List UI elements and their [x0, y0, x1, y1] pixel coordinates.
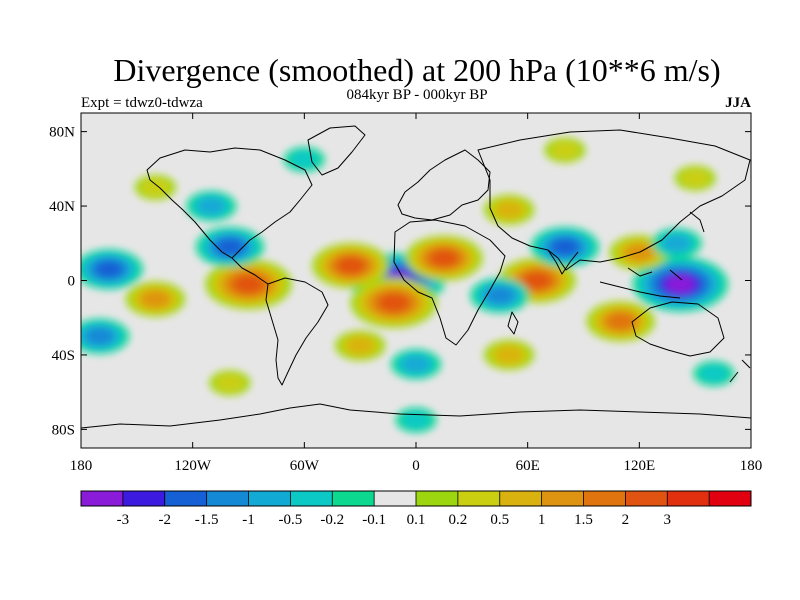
anomaly-contour	[234, 275, 263, 294]
y-tick-label: 0	[68, 274, 76, 290]
coast-south-america	[265, 277, 329, 386]
colorbar-swatch	[583, 491, 626, 506]
colorbar-swatch	[332, 491, 375, 506]
colorbar-swatch	[667, 491, 710, 506]
colorbar-swatch	[457, 491, 501, 506]
anomaly-contour	[551, 238, 579, 256]
colorbar-label: 1	[538, 512, 546, 528]
anomaly-contour	[495, 346, 524, 364]
coast-india	[547, 249, 579, 275]
colorbar-label: -0.5	[279, 512, 303, 528]
colorbar: -3 -2 -1.5 -1 -0.5 -0.2 -0.1 0.1 0.2 0.5 1 1.5 2 3	[80, 490, 752, 528]
y-tick-label: 80S	[52, 422, 75, 438]
coastlines	[81, 125, 751, 429]
colorbar-label: 2	[622, 512, 630, 528]
colorbar-swatch	[122, 491, 166, 506]
coast-greenland	[307, 125, 366, 176]
colorbar-swatch	[625, 491, 668, 506]
colorbar-swatch	[290, 491, 333, 506]
colorbar-label: -0.2	[320, 512, 344, 528]
anomaly-contour	[401, 411, 431, 430]
coast-madagascar	[507, 311, 519, 335]
colorbar-label: -0.1	[362, 512, 386, 528]
anomaly-contour	[401, 355, 431, 373]
colorbar-label: -1.5	[195, 512, 219, 528]
anomaly-contour	[523, 272, 551, 289]
coast-antarctica	[81, 403, 751, 429]
anomaly-contour	[140, 178, 171, 197]
colorbar-swatch	[709, 491, 752, 506]
y-tick-label: 80N	[49, 125, 75, 141]
y-tick-label: 40S	[52, 348, 75, 364]
season-label: JJA	[725, 95, 751, 111]
anomaly-contour	[289, 150, 319, 169]
colorbar-label: 1.5	[574, 512, 593, 528]
anomaly-contour	[430, 249, 458, 267]
colorbar-label: 0.5	[490, 512, 509, 528]
x-tick-label: 60W	[290, 458, 320, 474]
anomaly-contour	[216, 238, 244, 256]
coast-africa	[393, 219, 506, 346]
experiment-label: Expt = tdwz0-tdwza	[81, 95, 203, 111]
colorbar-swatch	[416, 491, 459, 506]
anomaly-cells	[81, 137, 735, 433]
anomaly-contour	[197, 197, 226, 215]
divergence-field	[81, 113, 751, 448]
x-tick-label: 180	[740, 458, 763, 474]
coast-europe	[397, 149, 491, 221]
anomaly-contour	[607, 313, 635, 330]
plot-title: Divergence (smoothed) at 200 hPa (10**6 …	[113, 52, 721, 88]
colorbar-swatch	[248, 491, 291, 506]
colorbar-label: -1	[242, 512, 255, 528]
colorbar-swatch	[81, 491, 124, 506]
anomaly-contour	[495, 201, 524, 219]
map-axes: 180 120W 60W 0 60E 120E 180 80N 40N 0 40S 80S	[49, 113, 762, 474]
colorbar-label: 3	[664, 512, 672, 528]
colorbar-label: -2	[159, 512, 172, 528]
x-tick-label: 60E	[516, 458, 540, 474]
x-tick-label: 120E	[623, 458, 655, 474]
coast-indonesia	[599, 267, 683, 299]
y-tick-label: 40N	[49, 199, 75, 215]
plot-subtitle: 084kyr BP - 000kyr BP	[346, 87, 488, 103]
anomaly-contour	[215, 373, 245, 392]
colorbar-swatch	[206, 491, 249, 506]
colorbar-swatch	[374, 491, 417, 506]
colorbar-label: -3	[117, 512, 130, 528]
coast-australia	[631, 301, 725, 357]
coast-new-zealand	[729, 359, 751, 383]
anomaly-contour	[379, 294, 409, 312]
colorbar-label: 0.1	[407, 512, 426, 528]
anomaly-contour	[699, 364, 729, 383]
x-tick-label: 0	[412, 458, 420, 474]
anomaly-contour	[662, 234, 691, 252]
colorbar-swatch	[499, 491, 542, 506]
anomaly-contour	[337, 257, 365, 274]
anomaly-contour	[550, 141, 580, 160]
anomaly-contour	[95, 260, 123, 278]
coast-asia	[477, 129, 751, 271]
x-tick-label: 180	[70, 458, 93, 474]
coast-north-america	[146, 147, 313, 259]
anomaly-contour	[346, 336, 375, 355]
colorbar-frame	[80, 490, 752, 507]
coast-japan	[689, 211, 705, 233]
x-tick-label: 120W	[174, 458, 212, 474]
coast-central-america	[231, 257, 269, 285]
anomaly-contour	[141, 290, 170, 308]
anomaly-contour	[666, 275, 695, 293]
colorbar-swatch	[541, 491, 584, 506]
colorbar-label: 0.2	[449, 512, 468, 528]
anomaly-contour	[486, 286, 514, 304]
anomaly-contour	[680, 169, 710, 188]
anomaly-contour	[85, 327, 114, 345]
colorbar-swatch	[164, 491, 207, 506]
